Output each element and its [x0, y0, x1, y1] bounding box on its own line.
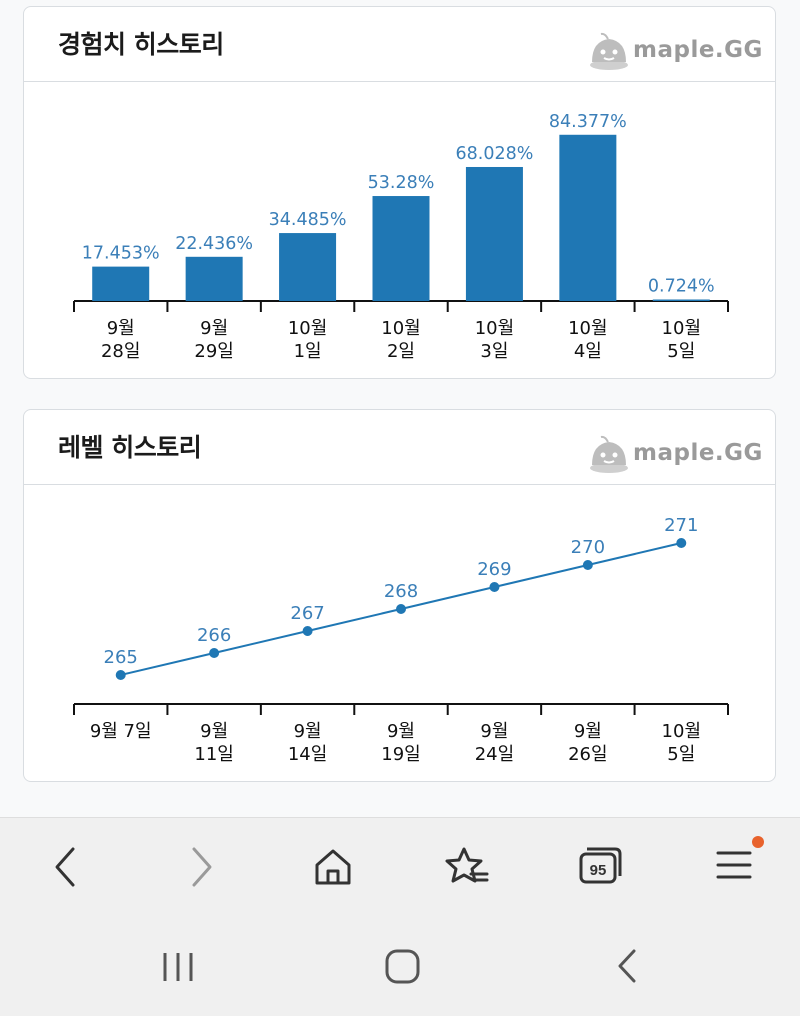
slime-mascot-icon — [590, 435, 628, 473]
level-data-label: 271 — [664, 515, 698, 536]
divider — [0, 817, 800, 818]
level-tick-label: 9월 — [200, 721, 228, 742]
level-tick-label: 19일 — [381, 744, 420, 765]
tabs-count: 95 — [590, 862, 607, 879]
exp-data-label: 68.028% — [455, 144, 533, 164]
exp-data-label: 84.377% — [549, 112, 627, 132]
exp-bar-chart: 9월28일9월29일10월1일10월2일10월3일10월4일10월5일17.45… — [73, 112, 729, 362]
exp-data-label: 22.436% — [175, 234, 253, 254]
exp-tick-label: 9월 — [107, 318, 135, 339]
level-data-label: 270 — [571, 537, 605, 558]
level-tick-label: 9월 — [387, 721, 415, 742]
exp-bar — [279, 233, 337, 301]
exp-tick-label: 2일 — [387, 341, 415, 362]
recents-icon[interactable] — [160, 949, 200, 985]
level-tick-label: 10월 — [662, 721, 701, 742]
exp-tick-label: 1일 — [294, 341, 322, 362]
level-point — [582, 560, 593, 570]
system-home-icon[interactable] — [383, 947, 423, 987]
exp-tick-label: 9월 — [200, 318, 228, 339]
exp-bar — [465, 166, 523, 301]
level-point — [396, 604, 406, 614]
level-history-title: 레벨 히스토리 — [58, 433, 202, 462]
slime-mascot-icon — [590, 32, 628, 70]
level-data-label: 266 — [197, 625, 231, 646]
level-tick-label: 26일 — [568, 744, 607, 765]
exp-bar — [185, 256, 243, 301]
home-icon[interactable] — [311, 845, 355, 889]
level-tick-label: 24일 — [475, 744, 514, 765]
bookmark-star-icon[interactable] — [444, 845, 490, 889]
exp-tick-label: 28일 — [101, 341, 140, 362]
level-point — [209, 648, 220, 658]
exp-tick-label: 10월 — [475, 318, 514, 339]
exp-history-card: 경험치 히스토리 maple.GG 9월 28일 9월 29일 10월 1일 10월 2일 10… — [23, 6, 776, 379]
back-icon[interactable] — [45, 845, 89, 889]
exp-tick-label: 3일 — [480, 341, 508, 362]
brand-logo: maple.GG — [589, 31, 762, 75]
level-point — [115, 670, 126, 680]
level-tick-label: 9월 — [574, 721, 602, 742]
level-tick-label: 11일 — [194, 744, 233, 765]
exp-bar — [372, 196, 430, 301]
exp-bar — [559, 134, 617, 301]
level-tick-label: 5일 — [667, 744, 695, 765]
level-data-label: 269 — [477, 559, 511, 580]
brand-text: maple.GG — [633, 440, 763, 466]
exp-bar — [92, 266, 150, 301]
level-point — [676, 538, 687, 548]
exp-bar — [652, 299, 710, 301]
brand-text: maple.GG — [633, 37, 763, 63]
level-data-label: 267 — [290, 603, 324, 624]
browser-bottom-bar: 95 — [0, 817, 800, 1016]
level-data-label: 268 — [384, 581, 418, 602]
level-data-label: 265 — [104, 647, 138, 668]
menu-icon[interactable] — [712, 833, 768, 889]
exp-tick-label: 10월 — [662, 318, 701, 339]
level-line-chart: 9월 7일 9월11일9월14일9월19일9월24일9월26일10월5일26526… — [73, 515, 729, 765]
level-tick-label: 9월 — [294, 721, 322, 742]
level-point — [302, 626, 313, 636]
exp-history-title: 경험치 히스토리 — [58, 30, 224, 59]
level-tick-label: 14일 — [288, 744, 327, 765]
card-header: 레벨 히스토리 maple.GG — [24, 410, 775, 485]
brand-logo: maple.GG — [589, 434, 762, 478]
card-header: 경험치 히스토리 maple.GG — [24, 7, 775, 82]
exp-tick-label: 10월 — [381, 318, 420, 339]
notification-dot — [752, 836, 764, 848]
exp-data-label: 0.724% — [648, 277, 715, 297]
exp-data-label: 53.28% — [368, 173, 435, 193]
exp-tick-label: 29일 — [194, 341, 233, 362]
level-point — [489, 582, 500, 592]
system-back-icon[interactable] — [610, 947, 646, 987]
exp-data-label: 34.485% — [269, 210, 347, 230]
forward-icon[interactable] — [180, 845, 224, 889]
level-history-card: 레벨 히스토리 maple.GG 9월 7일 9월 11일 9월 14일 9월 19일 9월 2… — [23, 409, 776, 782]
exp-tick-label: 10월 — [288, 318, 327, 339]
exp-tick-label: 10월 — [568, 318, 607, 339]
exp-tick-label: 5일 — [667, 341, 695, 362]
exp-data-label: 17.453% — [82, 244, 160, 264]
exp-tick-label: 4일 — [574, 341, 602, 362]
level-tick-label: 9월 7일 — [90, 721, 152, 742]
level-tick-label: 9월 — [480, 721, 508, 742]
tabs-icon[interactable]: 95 — [577, 844, 625, 888]
